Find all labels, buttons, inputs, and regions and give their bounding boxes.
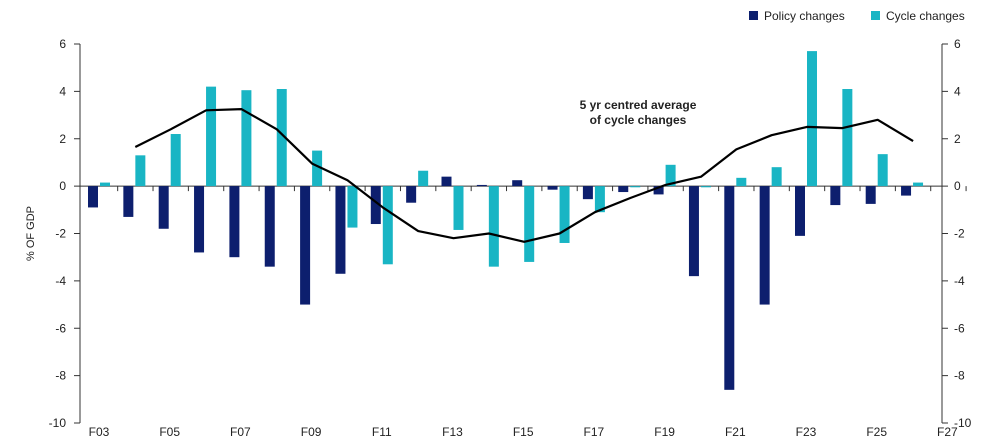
policy-bar-F08 xyxy=(264,186,275,267)
policy-bar-F23 xyxy=(795,186,805,236)
left-tick-label: -8 xyxy=(55,369,66,383)
policy-bar-F21 xyxy=(724,186,735,390)
x-tick-label: F11 xyxy=(372,425,392,438)
policy-bar-F07 xyxy=(229,186,240,258)
annotation-line: of cycle changes xyxy=(590,113,687,127)
policy-bar-F03 xyxy=(88,186,98,208)
cycle-bar-F24 xyxy=(842,89,853,187)
x-tick-label: F25 xyxy=(866,425,887,438)
policy-legend-swatch xyxy=(749,11,758,20)
policy-bar-F19 xyxy=(653,186,664,195)
cycle-bar-F22 xyxy=(771,167,782,187)
cycle-bar-F05 xyxy=(170,134,181,187)
policy-bar-F20 xyxy=(688,186,699,277)
right-tick-label: -2 xyxy=(954,227,965,241)
x-tick-label: F07 xyxy=(230,425,251,438)
x-tick-label: F15 xyxy=(513,425,534,438)
cycle-bar-F20 xyxy=(700,186,711,188)
x-tick-label: F03 xyxy=(89,425,110,438)
policy-bar-F17 xyxy=(582,186,593,200)
policy-bar-F15 xyxy=(512,180,523,187)
policy-bar-F04 xyxy=(123,186,134,217)
cycle-bar-F12 xyxy=(418,170,429,187)
policy-bar-F05 xyxy=(158,186,169,229)
cycle-bar-F10 xyxy=(347,186,358,228)
policy-bar-F25 xyxy=(865,186,876,204)
cycle-bar-F09 xyxy=(312,150,323,187)
policy-bar-F24 xyxy=(830,186,841,206)
x-tick-label: F23 xyxy=(796,425,817,438)
cycle-bar-F07 xyxy=(241,90,252,187)
left-tick-label: 2 xyxy=(59,132,66,146)
policy-bar-F26 xyxy=(901,186,912,196)
cycle-bar-F13 xyxy=(453,186,464,230)
policy-bar-F13 xyxy=(441,176,452,187)
right-tick-label: 2 xyxy=(954,132,961,146)
cycle-bar-F16 xyxy=(559,186,570,243)
cycle-bar-F03 xyxy=(100,182,110,187)
cycle-bar-F19 xyxy=(665,164,676,187)
x-tick-label: F13 xyxy=(442,425,463,438)
left-tick-label: -6 xyxy=(55,321,66,335)
left-tick-label: -4 xyxy=(55,274,66,288)
cycle-bar-F17 xyxy=(594,186,605,213)
legend: Policy changes Cycle changes xyxy=(749,9,965,23)
cycle-bar-F06 xyxy=(206,86,217,187)
axes-layer xyxy=(74,43,967,424)
policy-bar-F06 xyxy=(194,186,205,253)
cycle-bar-F18 xyxy=(630,186,641,188)
right-tick-label: 0 xyxy=(954,179,961,193)
right-tick-label: 6 xyxy=(954,37,961,51)
cycle-legend-label: Cycle changes xyxy=(886,9,965,23)
cycle-bar-F26 xyxy=(913,182,924,187)
right-tick-label: -10 xyxy=(954,416,972,430)
x-tick-label: F21 xyxy=(725,425,746,438)
x-tick-label: F09 xyxy=(301,425,322,438)
cycle-bar-F23 xyxy=(807,51,817,187)
policy-bar-F22 xyxy=(759,186,770,305)
right-tick-label: 4 xyxy=(954,84,961,98)
left-tick-label: 0 xyxy=(59,179,66,193)
policy-bar-F09 xyxy=(300,186,311,305)
cycle-bar-F04 xyxy=(135,155,146,187)
annotation-line: 5 yr centred average xyxy=(580,98,697,112)
left-tick-label: -2 xyxy=(55,227,66,241)
cycle-legend-swatch xyxy=(871,11,880,20)
x-tick-label: F19 xyxy=(654,425,675,438)
policy-bar-F18 xyxy=(618,186,629,193)
left-tick-label: -10 xyxy=(49,416,67,430)
bars-layer xyxy=(88,51,924,390)
cycle-bar-F15 xyxy=(524,186,535,262)
right-tick-label: -8 xyxy=(954,369,965,383)
right-tick-label: -6 xyxy=(954,321,965,335)
cycle-bar-F21 xyxy=(736,177,747,187)
x-tick-label: F17 xyxy=(584,425,605,438)
policy-bar-F10 xyxy=(335,186,346,274)
cycle-bar-F14 xyxy=(488,186,499,267)
left-tick-label: 6 xyxy=(59,37,66,51)
y-axis-title: % OF GDP xyxy=(25,206,37,261)
cycle-bar-F08 xyxy=(276,89,287,187)
labels-layer: 6 4 2 0 -2 -4 -6 -8 -10 6 4 2 0 -2 -4 -6 -8 -10 F03 F05 F07 F… xyxy=(25,37,972,439)
policy-bar-F14 xyxy=(476,184,487,187)
policy-legend-label: Policy changes xyxy=(764,9,845,23)
policy-bar-F16 xyxy=(547,186,558,190)
x-tick-label: F05 xyxy=(159,425,180,438)
left-tick-label: 4 xyxy=(59,84,66,98)
cycle-bar-F25 xyxy=(877,154,888,187)
x-tick-label: F27 xyxy=(937,425,958,438)
line-layer xyxy=(134,108,914,243)
average-line xyxy=(134,108,914,243)
policy-bar-F11 xyxy=(370,186,381,225)
right-tick-label: -4 xyxy=(954,274,965,288)
policy-bar-F12 xyxy=(406,186,417,203)
cycle-bar-F11 xyxy=(382,186,393,265)
